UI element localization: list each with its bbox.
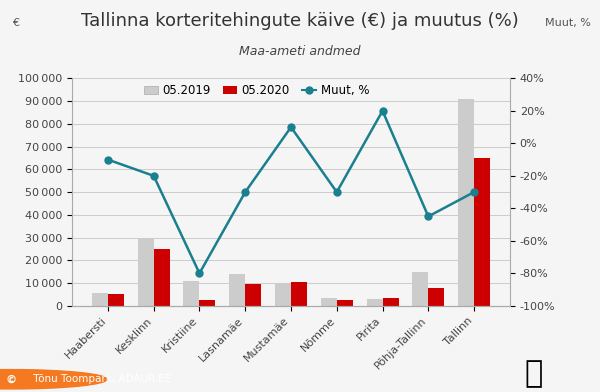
Bar [184,281,199,306]
Text: Tõnu Toompark, ADAUR.EE: Tõnu Toompark, ADAUR.EE [30,374,172,384]
Muut, % [196,271,203,276]
Text: Muut, %: Muut, % [545,18,591,28]
Bar [92,293,108,306]
Bar [199,300,215,306]
Muut, % [333,190,340,194]
Text: Tallinna korteritehingute käive (€) ja muutus (%): Tallinna korteritehingute käive (€) ja m… [81,12,519,30]
Bar [337,300,353,306]
Muut, % [425,214,432,219]
Bar [321,298,337,306]
Muut, % [379,109,386,113]
Muut, % [104,157,112,162]
Bar [137,238,154,306]
Text: ©: © [6,374,17,384]
Bar [474,158,490,306]
Muut, % [287,125,295,129]
Circle shape [0,370,107,389]
Bar [428,288,445,306]
Text: €: € [12,18,19,28]
Muut, % [242,190,249,194]
Muut, % [470,190,478,194]
Legend: 05.2019, 05.2020, Muut, %: 05.2019, 05.2020, Muut, % [143,84,369,97]
Bar [108,294,124,306]
Text: Maa-ameti andmed: Maa-ameti andmed [239,45,361,58]
Text: 🏠: 🏠 [525,359,543,388]
Bar [291,282,307,306]
Line: Muut, %: Muut, % [104,107,478,277]
Bar [367,299,383,306]
Bar [229,274,245,306]
Bar [245,284,261,306]
Bar [275,283,291,306]
Bar [458,99,474,306]
Bar [154,249,170,306]
Bar [412,272,428,306]
Muut, % [150,174,157,178]
Bar [383,298,398,306]
